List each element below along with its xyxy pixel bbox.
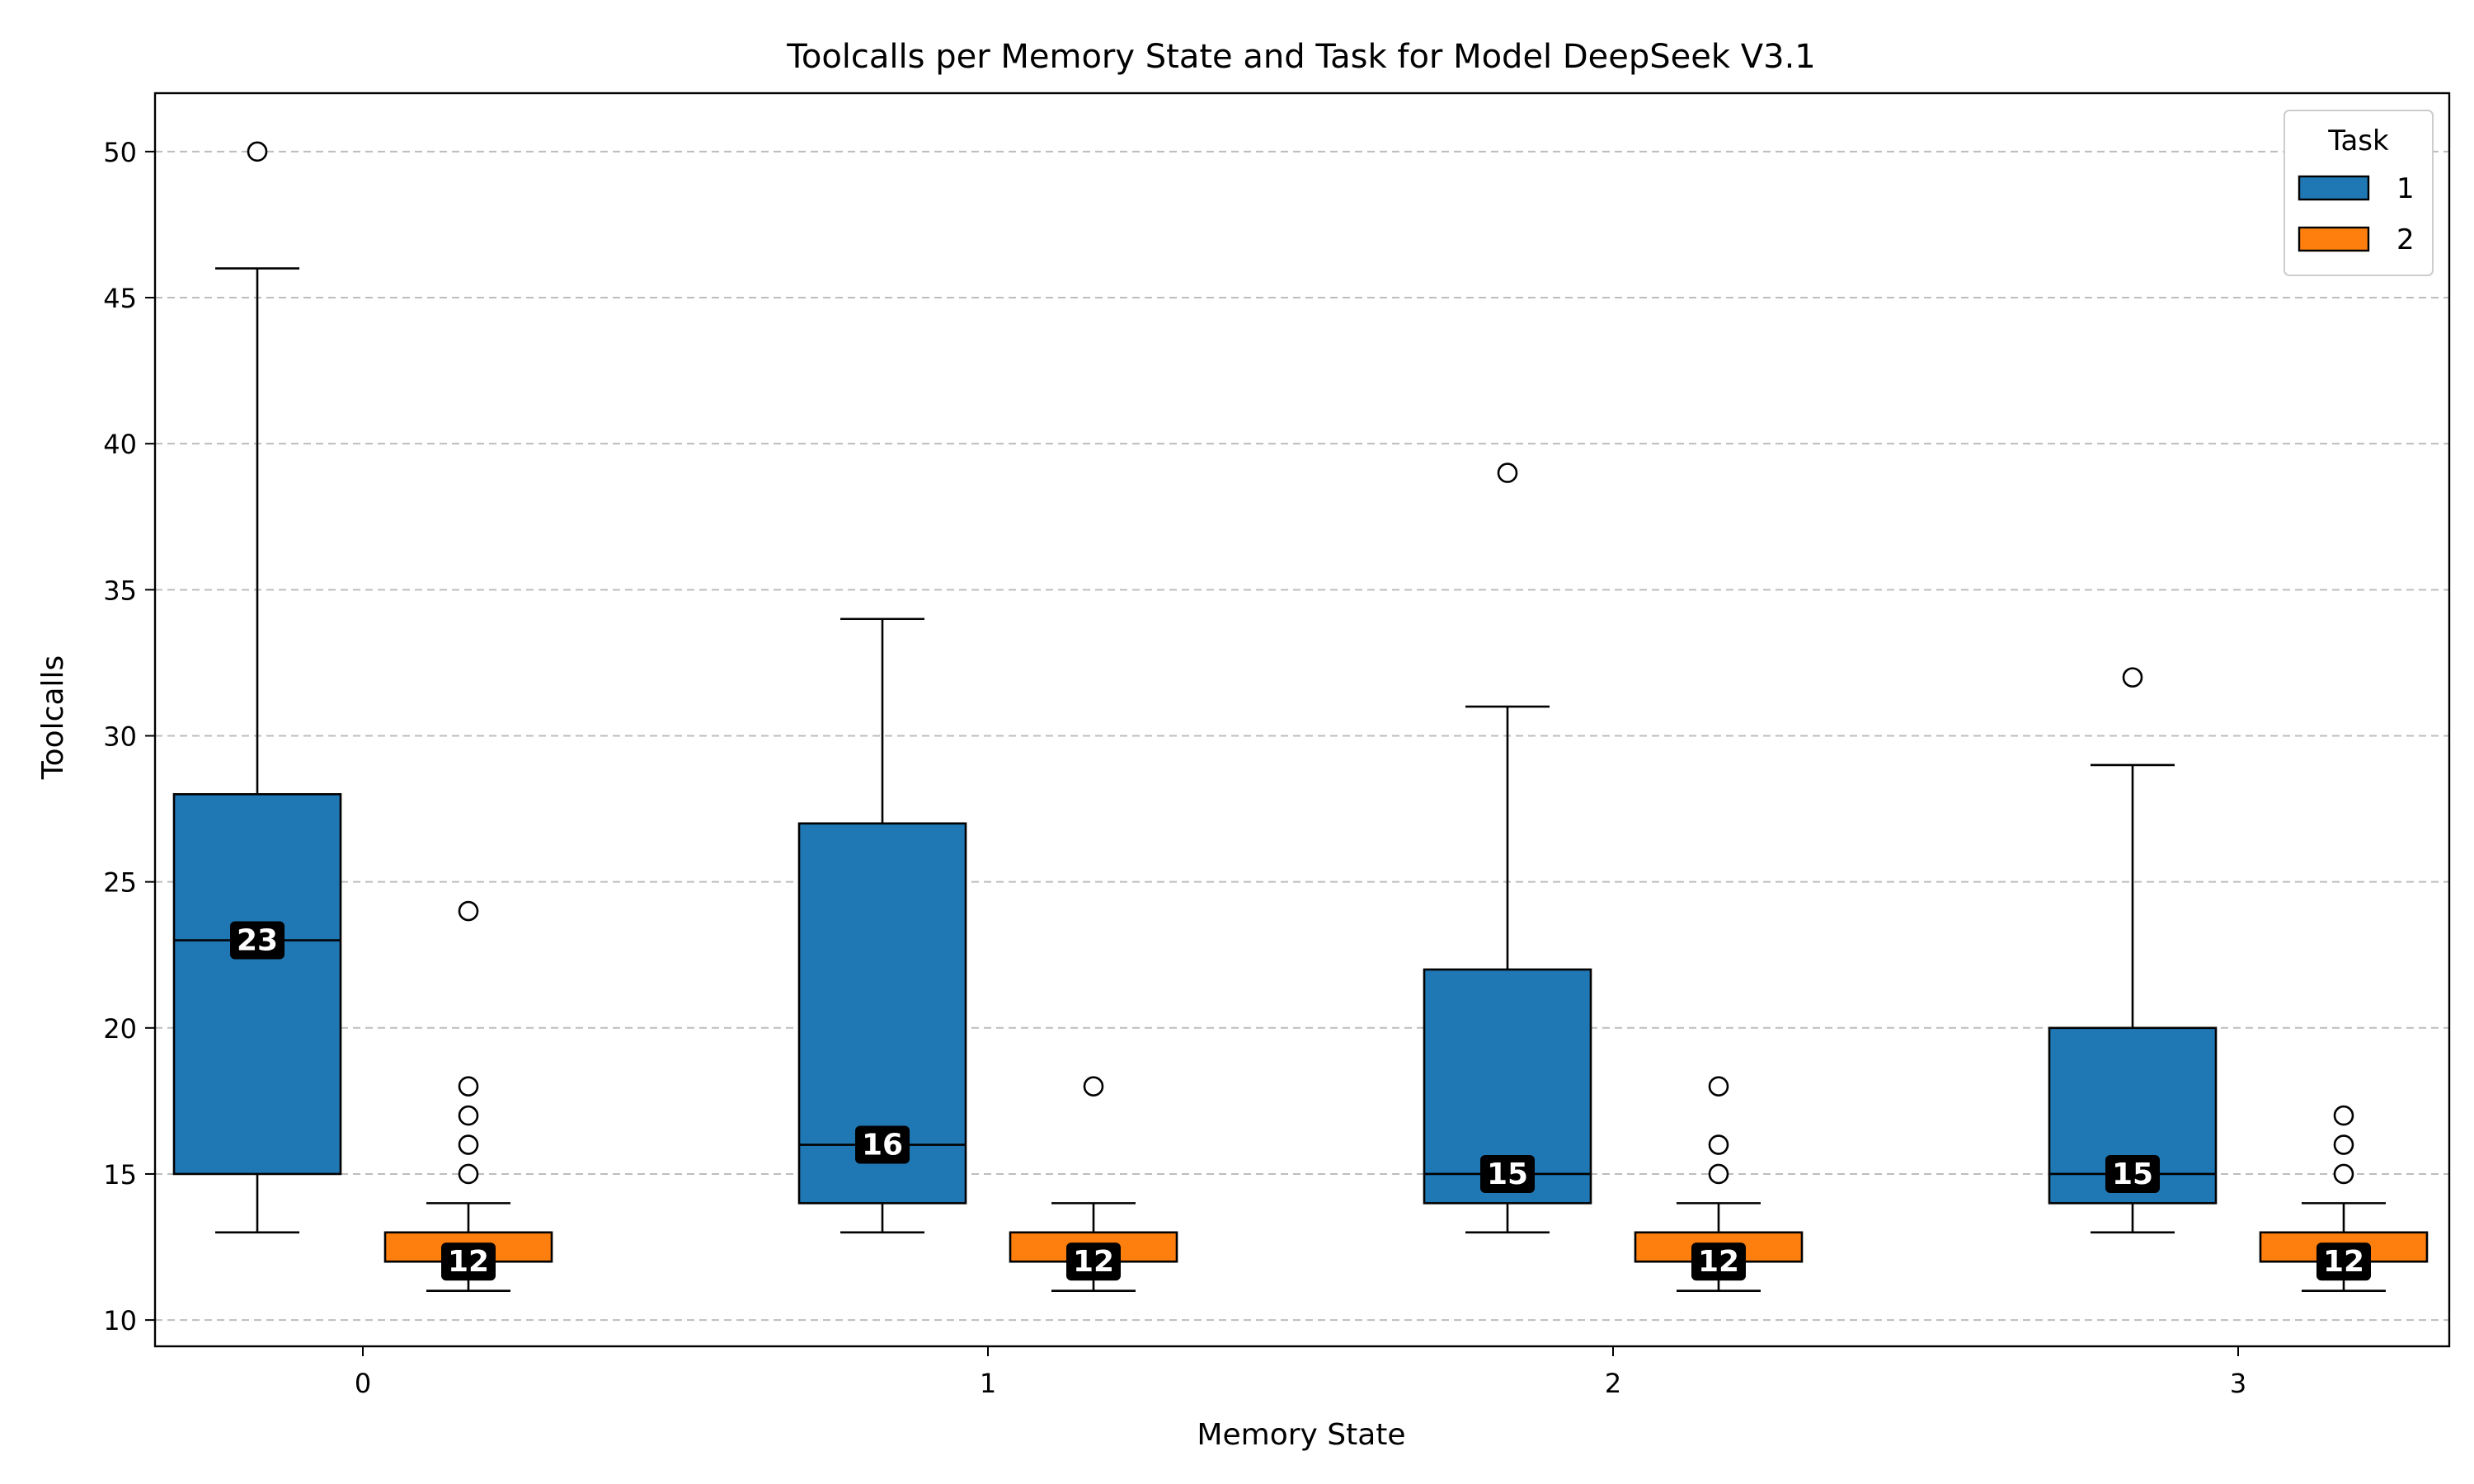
median-label: 15 <box>2112 1158 2153 1191</box>
box-group: 12 <box>1009 1076 1178 1292</box>
median-label-bg <box>855 1125 910 1164</box>
y-tick-label: 10 <box>103 1305 137 1336</box>
median-label-bg <box>230 921 285 960</box>
median-label-bg <box>1066 1242 1121 1281</box>
median-label-bg <box>1480 1154 1535 1193</box>
outlier-point <box>247 141 268 162</box>
y-tick-label: 35 <box>103 575 137 606</box>
median-label: 12 <box>2323 1245 2364 1279</box>
outlier-point <box>2333 1163 2354 1185</box>
median-label: 15 <box>1487 1158 1528 1191</box>
y-tick-label: 15 <box>103 1159 137 1190</box>
x-tick-label: 2 <box>1605 1368 1621 1399</box>
box-group: 12 <box>2259 1105 2429 1292</box>
x-tick-label: 0 <box>355 1368 371 1399</box>
outlier-point <box>1083 1076 1104 1097</box>
chart-title: Toolcalls per Memory State and Task for … <box>786 38 1816 76</box>
outlier-point <box>1708 1134 1729 1155</box>
outlier-point <box>458 1163 479 1185</box>
median-label-bg <box>2105 1154 2160 1193</box>
y-axis-label: Toolcalls <box>36 655 70 781</box>
y-tick-label: 20 <box>103 1013 137 1045</box>
median-label: 16 <box>862 1129 903 1162</box>
outlier-point <box>2333 1105 2354 1126</box>
y-tick-label: 40 <box>103 429 137 460</box>
box-group: 15 <box>2048 667 2218 1234</box>
legend-swatch <box>2298 175 2370 201</box>
legend-entry-label: 1 <box>2396 172 2415 205</box>
outlier-point <box>2122 667 2143 688</box>
box-group: 16 <box>797 618 967 1234</box>
outlier-point <box>1497 463 1518 483</box>
outlier-point <box>1708 1076 1729 1097</box>
median-label-bg <box>1691 1242 1746 1281</box>
outlier-point <box>458 1134 479 1155</box>
y-tick-label: 25 <box>103 867 137 899</box>
outlier-point <box>1708 1163 1729 1185</box>
x-tick-label: 1 <box>980 1368 996 1399</box>
outlier-point <box>458 1076 479 1097</box>
legend-title: Task <box>2327 124 2389 157</box>
outlier-point <box>458 900 479 922</box>
outlier-point <box>2333 1134 2354 1155</box>
box-group: 23 <box>172 141 342 1234</box>
box-iqr <box>172 793 342 1176</box>
median-label-bg <box>441 1242 496 1281</box>
median-label: 12 <box>1698 1245 1739 1279</box>
y-tick-label: 50 <box>103 137 137 168</box>
legend-swatch <box>2298 226 2370 252</box>
median-label: 12 <box>448 1245 489 1279</box>
median-label: 12 <box>1073 1245 1114 1279</box>
plot-frame <box>153 92 2451 1348</box>
x-axis-label: Memory State <box>1197 1418 1405 1452</box>
legend-entry-label: 2 <box>2396 223 2415 256</box>
outlier-point <box>458 1105 479 1126</box>
box-group: 12 <box>383 900 553 1292</box>
median-label: 23 <box>237 924 278 958</box>
x-tick-label: 3 <box>2230 1368 2246 1399</box>
y-tick-label: 30 <box>103 721 137 752</box>
y-tick-label: 45 <box>103 283 137 314</box>
box-group: 12 <box>1634 1076 1804 1292</box>
box-group: 15 <box>1423 463 1592 1234</box>
median-label-bg <box>2316 1242 2371 1281</box>
